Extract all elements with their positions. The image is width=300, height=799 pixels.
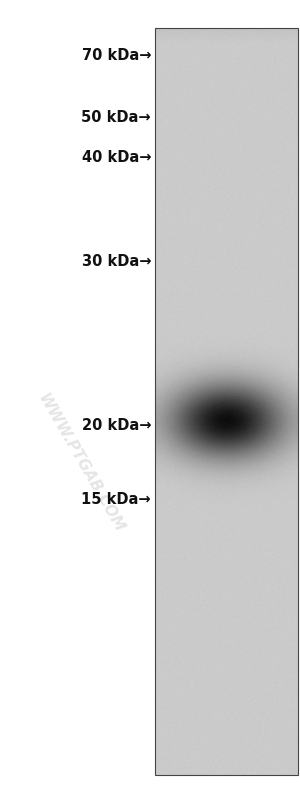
- Bar: [155, 28, 298, 775]
- Text: 30 kDa→: 30 kDa→: [82, 255, 151, 269]
- Text: WWW.PTGAB.COM: WWW.PTGAB.COM: [35, 392, 127, 535]
- Text: 70 kDa→: 70 kDa→: [82, 47, 151, 62]
- Text: 20 kDa→: 20 kDa→: [82, 418, 151, 432]
- Text: 50 kDa→: 50 kDa→: [81, 110, 151, 125]
- Text: 15 kDa→: 15 kDa→: [81, 492, 151, 507]
- Text: 40 kDa→: 40 kDa→: [82, 150, 151, 165]
